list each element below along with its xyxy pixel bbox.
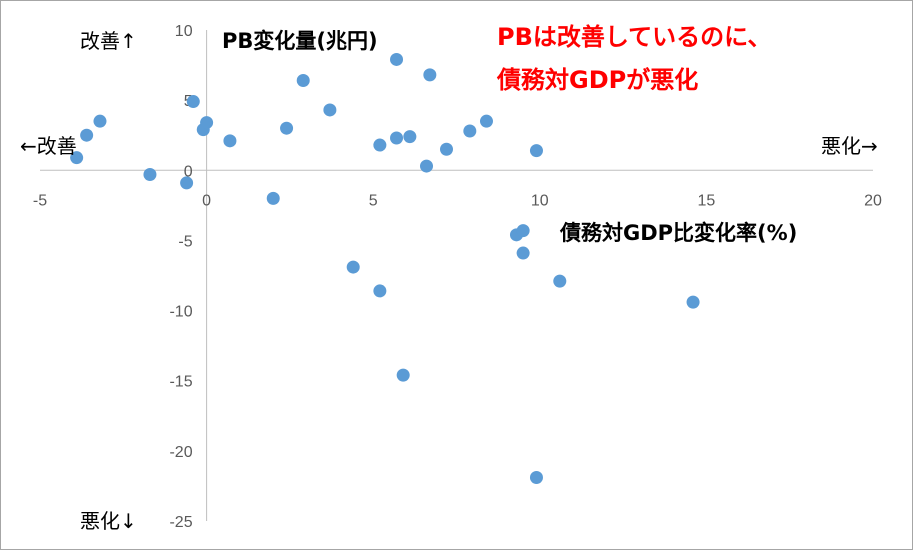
data-point-3 <box>93 114 107 128</box>
data-point-9 <box>223 134 237 148</box>
data-point-16 <box>373 284 387 298</box>
data-point-30 <box>529 471 543 485</box>
data-point-12 <box>296 74 310 88</box>
annotation-line-1: PBは改善しているのに、 <box>497 23 771 51</box>
data-point-11 <box>280 121 294 135</box>
data-point-17 <box>390 131 404 145</box>
y-tick-label: -25 <box>169 514 192 531</box>
data-point-32 <box>686 295 700 309</box>
data-point-15 <box>373 138 387 152</box>
data-point-28 <box>516 246 530 260</box>
x-tick-labels: -5 0 5 10 15 20 <box>33 192 882 209</box>
x-axis-label: 債務対GDP比変化率(%) <box>559 221 797 245</box>
x-tick-label: 20 <box>864 192 882 209</box>
direction-label-right: 悪化→ <box>821 134 878 158</box>
data-point-18 <box>390 52 404 66</box>
data-point-24 <box>463 124 477 138</box>
data-point-8 <box>200 116 214 130</box>
data-point-23 <box>440 142 454 156</box>
x-tick-label: 0 <box>202 192 211 209</box>
axes <box>40 30 873 521</box>
data-point-2 <box>80 128 94 142</box>
data-point-14 <box>346 260 360 274</box>
x-tick-label: 10 <box>531 192 549 209</box>
data-points <box>70 52 700 485</box>
data-point-22 <box>423 68 437 82</box>
data-point-29 <box>529 144 543 158</box>
x-tick-label: -5 <box>33 192 47 209</box>
y-tick-label: 10 <box>175 23 193 40</box>
annotation-line-2: 債務対GDPが悪化 <box>496 66 698 94</box>
data-point-10 <box>266 191 280 205</box>
direction-label-up: 改善↑ <box>80 29 137 53</box>
y-axis-label: PB変化量(兆円) <box>222 29 378 53</box>
data-point-21 <box>420 159 434 173</box>
y-tick-label: -10 <box>169 304 192 321</box>
data-point-13 <box>323 103 337 117</box>
y-tick-label: -5 <box>178 233 192 250</box>
data-point-1 <box>70 151 84 165</box>
x-tick-label: 15 <box>698 192 716 209</box>
data-point-31 <box>553 274 567 288</box>
data-point-5 <box>180 176 194 190</box>
y-tick-label: -20 <box>169 444 192 461</box>
data-point-20 <box>403 130 417 144</box>
direction-label-left: ←改善 <box>20 134 77 158</box>
y-tick-label: 0 <box>184 163 193 180</box>
data-point-25 <box>479 114 493 128</box>
x-tick-label: 5 <box>369 192 378 209</box>
direction-label-down: 悪化↓ <box>80 509 137 533</box>
data-point-4 <box>143 167 157 181</box>
y-tick-label: -15 <box>169 374 192 391</box>
data-point-27 <box>516 224 530 238</box>
data-point-6 <box>186 95 200 109</box>
data-point-19 <box>396 368 410 382</box>
